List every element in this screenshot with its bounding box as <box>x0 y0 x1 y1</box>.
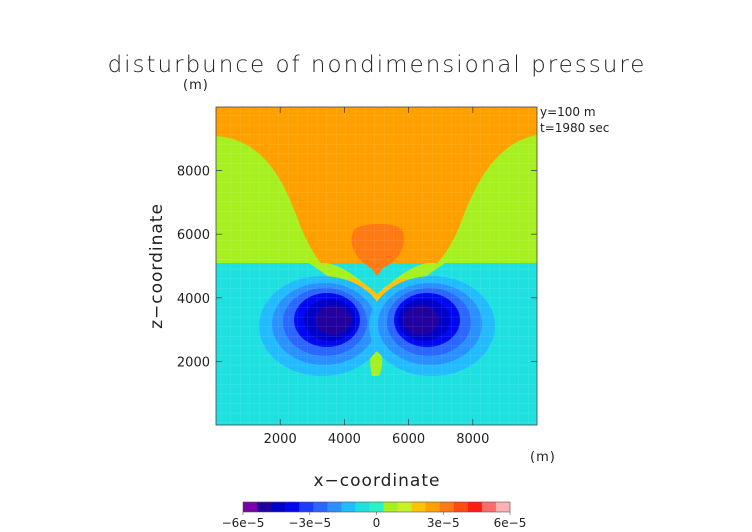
chart-title: disturbunce of nondimensional pressure <box>108 52 647 78</box>
colorbar-swatch <box>341 502 356 512</box>
colorbar-swatch <box>355 502 370 512</box>
contour-field <box>216 107 537 425</box>
y-tick-label: 4000 <box>177 292 210 307</box>
colorbar-tick-label: 3e−5 <box>427 516 460 530</box>
colorbar-swatch <box>495 502 511 512</box>
colorbar-tick-label: −6e−5 <box>222 516 265 530</box>
colorbar-tick-label: 0 <box>373 516 381 530</box>
x-axis-label: x−coordinate <box>314 471 441 491</box>
x-unit-label: (m) <box>530 450 556 465</box>
x-tick-label: 8000 <box>456 432 489 447</box>
plot-frame <box>215 106 538 426</box>
x-tick-label: 6000 <box>392 432 425 447</box>
colorbar-swatch <box>243 502 258 512</box>
colorbar-swatch <box>327 502 342 512</box>
colorbar-swatch <box>481 502 497 512</box>
colorbar-swatch <box>383 502 398 512</box>
colorbar-tick-label: −3e−5 <box>288 516 331 530</box>
colorbar-swatch <box>397 502 412 512</box>
x-tick-label: 4000 <box>328 432 361 447</box>
y-tick-label: 8000 <box>177 165 210 180</box>
colorbar-swatch <box>313 502 328 512</box>
y-tick-label: 6000 <box>177 228 210 243</box>
colorbar-tick-label: 6e−5 <box>494 516 527 530</box>
y-unit-label: (m) <box>183 78 209 93</box>
colorbar-swatch <box>299 502 314 512</box>
annotation-t: t=1980 sec <box>540 121 609 135</box>
grid-overlay <box>216 107 537 425</box>
colorbar-swatch <box>285 502 300 512</box>
colorbar-swatch <box>425 502 441 512</box>
colorbar-swatch <box>369 502 384 512</box>
y-axis-label: z−coordinate <box>147 203 167 329</box>
colorbar: −6e−5 −3e−5 0 3e−5 6e−5 <box>222 501 527 530</box>
x-tick-label: 2000 <box>264 432 297 447</box>
colorbar-swatch <box>453 502 469 512</box>
y-tick-label: 2000 <box>177 355 210 370</box>
colorbar-swatch <box>411 502 426 512</box>
axes: 2000 4000 6000 8000 2000 4000 6000 8000 <box>177 107 537 447</box>
annotation-y: y=100 m <box>540 105 596 119</box>
colorbar-swatch <box>271 502 286 512</box>
colorbar-swatch <box>257 502 272 512</box>
colorbar-swatch <box>467 502 483 512</box>
colorbar-swatch <box>439 502 455 512</box>
